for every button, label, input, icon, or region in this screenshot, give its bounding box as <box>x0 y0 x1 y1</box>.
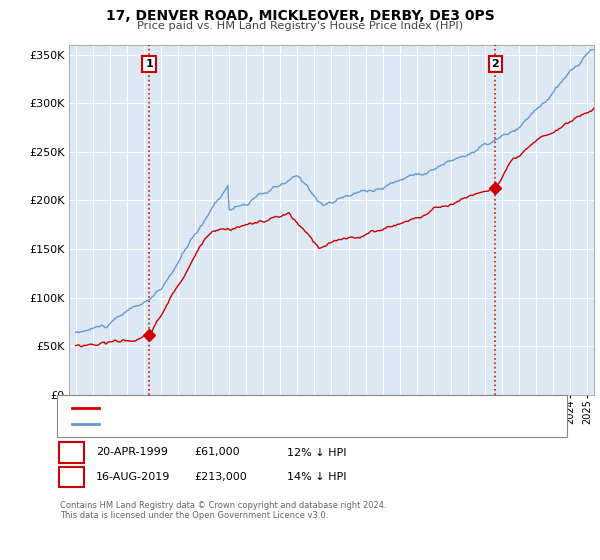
Text: HPI: Average price, detached house, City of Derby: HPI: Average price, detached house, City… <box>105 419 350 429</box>
Text: £61,000: £61,000 <box>194 447 239 458</box>
Text: 1: 1 <box>67 446 76 459</box>
Text: 2: 2 <box>67 470 76 484</box>
Text: 17, DENVER ROAD, MICKLEOVER, DERBY, DE3 0PS (detached house): 17, DENVER ROAD, MICKLEOVER, DERBY, DE3 … <box>105 403 441 413</box>
Text: This data is licensed under the Open Government Licence v3.0.: This data is licensed under the Open Gov… <box>60 511 328 520</box>
Text: Price paid vs. HM Land Registry's House Price Index (HPI): Price paid vs. HM Land Registry's House … <box>137 21 463 31</box>
Text: £213,000: £213,000 <box>194 472 247 482</box>
Text: 2: 2 <box>491 59 499 69</box>
Text: 20-APR-1999: 20-APR-1999 <box>96 447 168 458</box>
Text: 12% ↓ HPI: 12% ↓ HPI <box>287 447 346 458</box>
Text: 17, DENVER ROAD, MICKLEOVER, DERBY, DE3 0PS: 17, DENVER ROAD, MICKLEOVER, DERBY, DE3 … <box>106 9 494 23</box>
Text: Contains HM Land Registry data © Crown copyright and database right 2024.: Contains HM Land Registry data © Crown c… <box>60 501 386 510</box>
Text: 16-AUG-2019: 16-AUG-2019 <box>96 472 170 482</box>
Text: 14% ↓ HPI: 14% ↓ HPI <box>287 472 346 482</box>
Text: 1: 1 <box>145 59 153 69</box>
